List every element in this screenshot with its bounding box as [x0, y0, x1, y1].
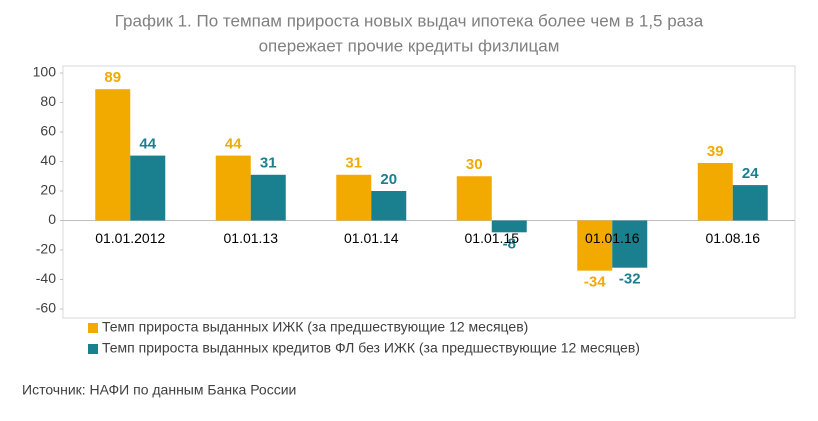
- value-label: 44: [139, 136, 156, 153]
- value-label: 31: [345, 155, 362, 172]
- y-tick-label: -40: [36, 270, 56, 286]
- x-tick-label: 01.08.16: [706, 230, 761, 246]
- value-label: 39: [707, 143, 724, 160]
- y-tick-label: 80: [40, 93, 56, 109]
- bar: [697, 162, 733, 221]
- bar: [130, 155, 166, 221]
- bar: [491, 220, 527, 233]
- y-tick-label: -20: [36, 241, 56, 257]
- source: Источник: НАФИ по данным Банка России: [22, 382, 296, 398]
- bar: [95, 89, 131, 221]
- legend-label: Темп прироста выданных ИЖК (за предшеств…: [102, 319, 528, 335]
- x-tick-label: 01.01.16: [585, 230, 640, 246]
- x-tick-label: 01.01.13: [224, 230, 279, 246]
- value-label: 24: [742, 165, 759, 182]
- value-label: -8: [503, 235, 516, 252]
- bar: [577, 220, 613, 271]
- value-label: -32: [619, 271, 641, 288]
- bar: [456, 176, 492, 221]
- y-tick-label: -60: [36, 300, 56, 316]
- bar: [336, 174, 372, 221]
- legend-label: Темп прироста выданных кредитов ФЛ без И…: [102, 340, 640, 356]
- value-label: 31: [260, 155, 277, 172]
- bar: [612, 220, 648, 268]
- value-label: 30: [466, 156, 483, 173]
- legend-swatch: [88, 323, 98, 333]
- y-tick-label: 0: [48, 211, 56, 227]
- value-label: 89: [104, 69, 121, 86]
- x-tick-label: 01.01.14: [344, 230, 399, 246]
- bar: [215, 155, 251, 221]
- value-label: -34: [584, 274, 606, 291]
- bar: [371, 191, 407, 221]
- chart-title: опережает прочие кредиты физлицам: [259, 36, 560, 55]
- bar: [732, 185, 768, 221]
- plot-frame: [62, 65, 796, 319]
- y-tick-label: 40: [40, 152, 56, 168]
- y-tick-label: 100: [33, 64, 57, 80]
- value-label: 20: [380, 171, 397, 188]
- chart-title: График 1. По темпам прироста новых выдач…: [115, 11, 704, 30]
- legend-swatch: [88, 344, 98, 354]
- value-label: 44: [225, 136, 242, 153]
- x-tick-label: 01.01.15: [465, 230, 520, 246]
- y-tick-label: 20: [40, 182, 56, 198]
- x-tick-label: 01.01.2012: [95, 230, 165, 246]
- y-tick-label: 60: [40, 123, 56, 139]
- bar: [250, 174, 286, 221]
